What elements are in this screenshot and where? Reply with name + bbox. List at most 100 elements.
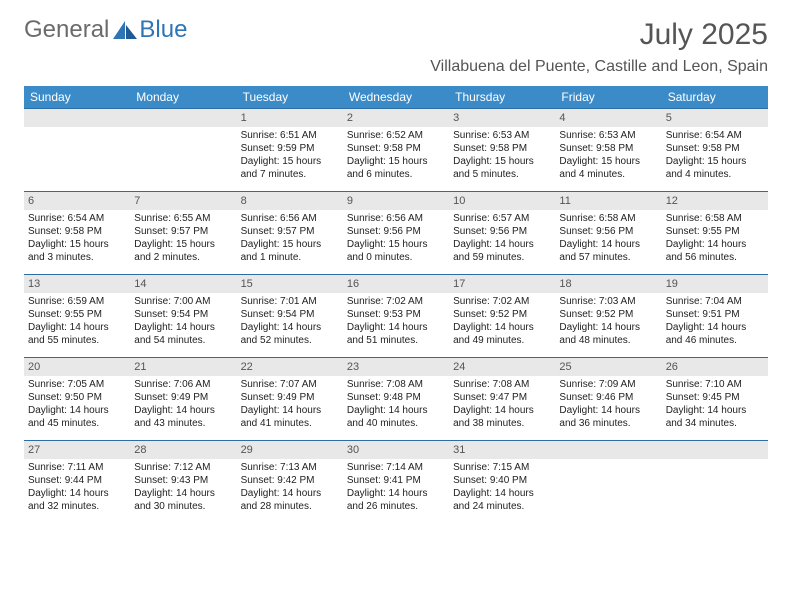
day-number: 7 <box>130 192 236 210</box>
day-number: 2 <box>343 109 449 127</box>
weekday-tuesday: Tuesday <box>237 86 343 108</box>
day-cell-19: 19Sunrise: 7:04 AMSunset: 9:51 PMDayligh… <box>662 275 768 357</box>
sunset-text: Sunset: 9:52 PM <box>559 308 657 321</box>
daylight-text: Daylight: 15 hours and 4 minutes. <box>666 155 764 181</box>
sunrise-text: Sunrise: 7:08 AM <box>347 378 445 391</box>
sunrise-text: Sunrise: 7:11 AM <box>28 461 126 474</box>
sunset-text: Sunset: 9:52 PM <box>453 308 551 321</box>
daylight-text: Daylight: 14 hours and 45 minutes. <box>28 404 126 430</box>
day-body: Sunrise: 7:02 AMSunset: 9:53 PMDaylight:… <box>343 293 449 347</box>
daylight-text: Daylight: 14 hours and 36 minutes. <box>559 404 657 430</box>
day-cell-2: 2 Sunrise: 6:52 AMSunset: 9:58 PMDaylight… <box>343 109 449 191</box>
daylight-text: Daylight: 14 hours and 34 minutes. <box>666 404 764 430</box>
sunrise-text: Sunrise: 7:15 AM <box>453 461 551 474</box>
day-cell-11: 11Sunrise: 6:58 AMSunset: 9:56 PMDayligh… <box>555 192 661 274</box>
sunset-text: Sunset: 9:58 PM <box>347 142 445 155</box>
sunset-text: Sunset: 9:41 PM <box>347 474 445 487</box>
day-body: Sunrise: 6:56 AMSunset: 9:56 PMDaylight:… <box>343 210 449 264</box>
day-number: 19 <box>662 275 768 293</box>
day-cell-5: 5Sunrise: 6:54 AMSunset: 9:58 PMDaylight… <box>662 109 768 191</box>
day-cell-18: 18Sunrise: 7:03 AMSunset: 9:52 PMDayligh… <box>555 275 661 357</box>
day-body: Sunrise: 7:05 AMSunset: 9:50 PMDaylight:… <box>24 376 130 430</box>
day-cell-12: 12Sunrise: 6:58 AMSunset: 9:55 PMDayligh… <box>662 192 768 274</box>
day-body: Sunrise: 6:54 AMSunset: 9:58 PMDaylight:… <box>662 127 768 181</box>
sunset-text: Sunset: 9:45 PM <box>666 391 764 404</box>
sunrise-text: Sunrise: 6:54 AM <box>666 129 764 142</box>
daylight-text: Daylight: 15 hours and 3 minutes. <box>28 238 126 264</box>
sunset-text: Sunset: 9:40 PM <box>453 474 551 487</box>
weekday-wednesday: Wednesday <box>343 86 449 108</box>
sunset-text: Sunset: 9:46 PM <box>559 391 657 404</box>
day-number: 15 <box>237 275 343 293</box>
brand-blue: Blue <box>139 18 187 42</box>
sunset-text: Sunset: 9:55 PM <box>666 225 764 238</box>
day-cell-21: 21Sunrise: 7:06 AMSunset: 9:49 PMDayligh… <box>130 358 236 440</box>
day-cell-14: 14Sunrise: 7:00 AMSunset: 9:54 PMDayligh… <box>130 275 236 357</box>
daylight-text: Daylight: 15 hours and 1 minute. <box>241 238 339 264</box>
sunrise-text: Sunrise: 6:51 AM <box>241 129 339 142</box>
weekday-saturday: Saturday <box>662 86 768 108</box>
weekday-sunday: Sunday <box>24 86 130 108</box>
day-number: 16 <box>343 275 449 293</box>
sunrise-text: Sunrise: 6:54 AM <box>28 212 126 225</box>
day-number: 25 <box>555 358 661 376</box>
day-cell-7: 7Sunrise: 6:55 AMSunset: 9:57 PMDaylight… <box>130 192 236 274</box>
daylight-text: Daylight: 14 hours and 49 minutes. <box>453 321 551 347</box>
day-body: Sunrise: 7:08 AMSunset: 9:48 PMDaylight:… <box>343 376 449 430</box>
sunrise-text: Sunrise: 6:52 AM <box>347 129 445 142</box>
day-body: Sunrise: 6:54 AMSunset: 9:58 PMDaylight:… <box>24 210 130 264</box>
day-number: 13 <box>24 275 130 293</box>
day-body: Sunrise: 7:03 AMSunset: 9:52 PMDaylight:… <box>555 293 661 347</box>
daylight-text: Daylight: 14 hours and 48 minutes. <box>559 321 657 347</box>
day-number: 23 <box>343 358 449 376</box>
day-body: Sunrise: 7:15 AMSunset: 9:40 PMDaylight:… <box>449 459 555 513</box>
day-number: 29 <box>237 441 343 459</box>
sunset-text: Sunset: 9:54 PM <box>241 308 339 321</box>
day-number: 9 <box>343 192 449 210</box>
sunrise-text: Sunrise: 7:10 AM <box>666 378 764 391</box>
sunrise-text: Sunrise: 7:01 AM <box>241 295 339 308</box>
sunrise-text: Sunrise: 6:56 AM <box>347 212 445 225</box>
calendar: SundayMondayTuesdayWednesdayThursdayFrid… <box>24 86 768 523</box>
empty-cell: . <box>24 109 130 191</box>
sunset-text: Sunset: 9:54 PM <box>134 308 232 321</box>
day-number: 8 <box>237 192 343 210</box>
day-body: Sunrise: 7:04 AMSunset: 9:51 PMDaylight:… <box>662 293 768 347</box>
daylight-text: Daylight: 14 hours and 28 minutes. <box>241 487 339 513</box>
day-number: 12 <box>662 192 768 210</box>
weekday-thursday: Thursday <box>449 86 555 108</box>
day-cell-3: 3Sunrise: 6:53 AMSunset: 9:58 PMDaylight… <box>449 109 555 191</box>
sunset-text: Sunset: 9:57 PM <box>134 225 232 238</box>
daylight-text: Daylight: 14 hours and 54 minutes. <box>134 321 232 347</box>
day-number: 1 <box>237 109 343 127</box>
daylight-text: Daylight: 14 hours and 24 minutes. <box>453 487 551 513</box>
daylight-text: Daylight: 14 hours and 30 minutes. <box>134 487 232 513</box>
day-cell-23: 23Sunrise: 7:08 AMSunset: 9:48 PMDayligh… <box>343 358 449 440</box>
day-cell-22: 22Sunrise: 7:07 AMSunset: 9:49 PMDayligh… <box>237 358 343 440</box>
day-number: 18 <box>555 275 661 293</box>
sunrise-text: Sunrise: 7:07 AM <box>241 378 339 391</box>
day-body: Sunrise: 6:51 AMSunset: 9:59 PMDaylight:… <box>237 127 343 181</box>
day-body: Sunrise: 7:12 AMSunset: 9:43 PMDaylight:… <box>130 459 236 513</box>
empty-cell: . <box>662 441 768 523</box>
sunrise-text: Sunrise: 7:02 AM <box>347 295 445 308</box>
day-body: Sunrise: 7:11 AMSunset: 9:44 PMDaylight:… <box>24 459 130 513</box>
weeks-container: .. 1Sunrise: 6:51 AMSunset: 9:59 PMDaylig… <box>24 108 768 523</box>
sunrise-text: Sunrise: 6:56 AM <box>241 212 339 225</box>
sunrise-text: Sunrise: 7:13 AM <box>241 461 339 474</box>
sunrise-text: Sunrise: 7:08 AM <box>453 378 551 391</box>
day-number: 21 <box>130 358 236 376</box>
daylight-text: Daylight: 14 hours and 57 minutes. <box>559 238 657 264</box>
day-number: 3 <box>449 109 555 127</box>
day-number: 24 <box>449 358 555 376</box>
daylight-text: Daylight: 15 hours and 6 minutes. <box>347 155 445 181</box>
day-cell-17: 17Sunrise: 7:02 AMSunset: 9:52 PMDayligh… <box>449 275 555 357</box>
day-body: Sunrise: 7:08 AMSunset: 9:47 PMDaylight:… <box>449 376 555 430</box>
day-number: 28 <box>130 441 236 459</box>
daylight-text: Daylight: 15 hours and 0 minutes. <box>347 238 445 264</box>
day-cell-25: 25Sunrise: 7:09 AMSunset: 9:46 PMDayligh… <box>555 358 661 440</box>
day-body: Sunrise: 6:59 AMSunset: 9:55 PMDaylight:… <box>24 293 130 347</box>
daylight-text: Daylight: 14 hours and 32 minutes. <box>28 487 126 513</box>
daylight-text: Daylight: 14 hours and 52 minutes. <box>241 321 339 347</box>
empty-cell: . <box>555 441 661 523</box>
